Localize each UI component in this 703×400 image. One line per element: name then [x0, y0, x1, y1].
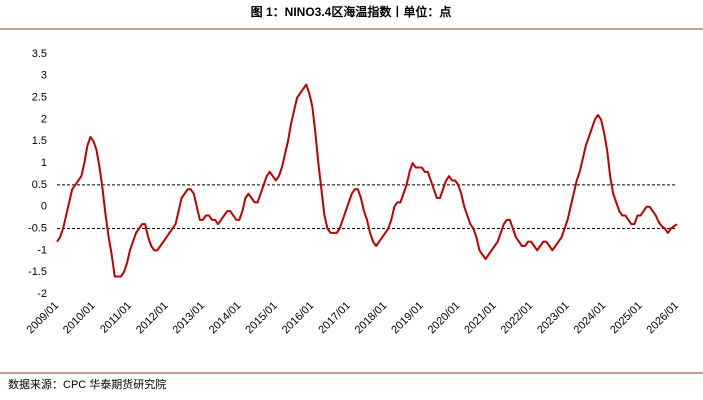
x-tick-label: 2018/01 — [353, 300, 390, 337]
x-tick-label: 2015/01 — [243, 300, 280, 337]
y-tick-label: 3.5 — [32, 48, 47, 60]
y-tick-label: -0.5 — [28, 222, 47, 234]
y-tick-label: 1.5 — [32, 135, 47, 147]
x-tick-label: 2010/01 — [61, 300, 98, 337]
y-tick-label: 0 — [41, 201, 47, 213]
y-tick-label: 2 — [41, 113, 47, 125]
x-tick-label: 2026/01 — [645, 300, 682, 337]
x-tick-label: 2014/01 — [207, 300, 244, 337]
source-note: 数据来源：CPC 华泰期货研究院 — [8, 377, 166, 391]
x-tick-label: 2025/01 — [608, 300, 645, 337]
data-line — [56, 83, 678, 278]
y-tick-label: 1 — [41, 157, 47, 169]
x-tick-label: 2024/01 — [572, 300, 609, 337]
x-tick-label: 2020/01 — [426, 300, 463, 337]
x-tick-label: 2012/01 — [134, 300, 171, 337]
x-tick-label: 2013/01 — [170, 300, 207, 337]
y-tick-label: -1.5 — [28, 266, 47, 278]
x-tick-label: 2023/01 — [535, 300, 572, 337]
chart-title: 图 1：NINO3.4区海温指数丨单位：点 — [251, 4, 452, 19]
x-tick-label: 2009/01 — [25, 300, 62, 337]
x-tick-label: 2016/01 — [280, 300, 317, 337]
y-tick-label: -1 — [37, 244, 47, 256]
x-tick-label: 2011/01 — [98, 300, 134, 336]
y-tick-label: 0.5 — [32, 179, 47, 191]
x-tick-label: 2021/01 — [462, 300, 499, 337]
y-tick-label: 3 — [41, 70, 47, 82]
x-tick-label: 2017/01 — [316, 300, 353, 337]
x-tick-label: 2022/01 — [499, 300, 536, 337]
y-tick-label: -2 — [37, 288, 47, 300]
y-tick-label: 2.5 — [32, 92, 47, 104]
x-tick-label: 2019/01 — [389, 300, 426, 337]
